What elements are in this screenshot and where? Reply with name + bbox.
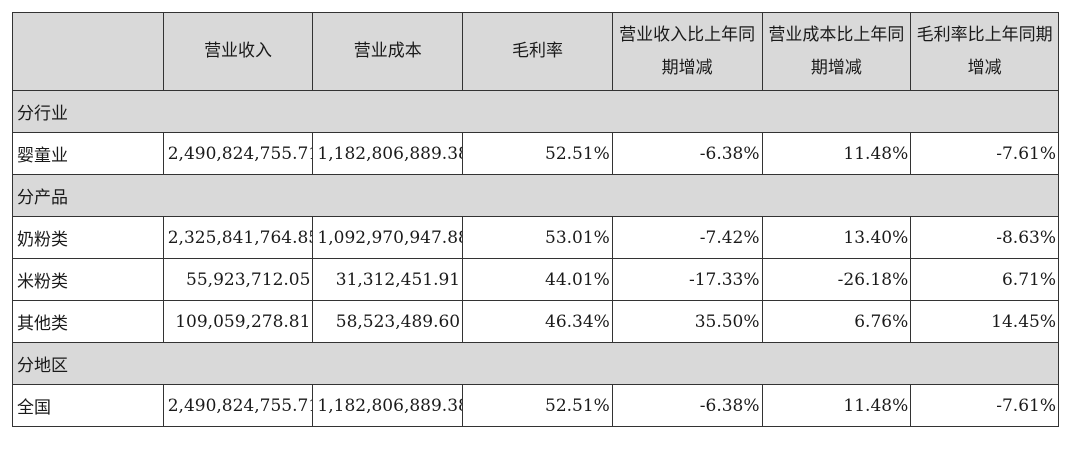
- header-revenue: 营业收入: [162, 12, 314, 91]
- cell-margin-yoy: -7.61%: [910, 132, 1059, 175]
- table-row: 米粉类 55,923,712.05 31,312,451.91 44.01% -…: [12, 258, 1059, 301]
- cell-revenue-yoy: -6.38%: [611, 132, 763, 175]
- cell-cost-yoy: 13.40%: [761, 216, 912, 259]
- cell-revenue: 2,490,824,755.71: [162, 384, 314, 427]
- header-row: 营业收入 营业成本 毛利率 营业收入比上年同期增减 营业成本比上年同期增减 毛利…: [12, 12, 1059, 91]
- cell-gross-margin: 44.01%: [462, 258, 613, 301]
- cell-revenue-yoy: 35.50%: [611, 300, 763, 343]
- cell-margin-yoy: -8.63%: [910, 216, 1059, 259]
- cell-revenue: 2,325,841,764.85: [162, 216, 314, 259]
- cell-cost-yoy: 11.48%: [761, 384, 912, 427]
- row-label: 全国: [12, 384, 164, 427]
- cell-revenue: 2,490,824,755.71: [162, 132, 314, 175]
- cell-cost-yoy: 6.76%: [761, 300, 912, 343]
- cell-gross-margin: 52.51%: [462, 132, 613, 175]
- table-row: 全国 2,490,824,755.71 1,182,806,889.38 52.…: [12, 384, 1059, 427]
- cell-margin-yoy: 6.71%: [910, 258, 1059, 301]
- header-revenue-yoy: 营业收入比上年同期增减: [611, 12, 763, 91]
- cell-cost: 1,182,806,889.38: [312, 132, 464, 175]
- header-cost-yoy: 营业成本比上年同期增减: [761, 12, 912, 91]
- cell-revenue-yoy: -7.42%: [611, 216, 763, 259]
- section-row-region: 分地区: [12, 342, 1059, 385]
- cell-gross-margin: 52.51%: [462, 384, 613, 427]
- cell-revenue-yoy: -17.33%: [611, 258, 763, 301]
- header-corner-cell: [12, 12, 164, 91]
- header-gross-margin: 毛利率: [462, 12, 613, 91]
- header-margin-yoy: 毛利率比上年同期增减: [910, 12, 1059, 91]
- row-label: 米粉类: [12, 258, 164, 301]
- cell-revenue: 109,059,278.81: [162, 300, 314, 343]
- table-row: 奶粉类 2,325,841,764.85 1,092,970,947.88 53…: [12, 216, 1059, 259]
- section-title: 分产品: [12, 174, 1059, 217]
- cell-cost: 31,312,451.91: [312, 258, 464, 301]
- section-row-industry: 分行业: [12, 90, 1059, 133]
- revenue-table: 营业收入 营业成本 毛利率 营业收入比上年同期增减 营业成本比上年同期增减 毛利…: [12, 12, 1059, 427]
- cell-cost: 1,182,806,889.38: [312, 384, 464, 427]
- row-label: 奶粉类: [12, 216, 164, 259]
- cell-revenue: 55,923,712.05: [162, 258, 314, 301]
- table-container: 营业收入 营业成本 毛利率 营业收入比上年同期增减 营业成本比上年同期增减 毛利…: [12, 12, 1059, 427]
- header-cost: 营业成本: [312, 12, 464, 91]
- cell-cost-yoy: 11.48%: [761, 132, 912, 175]
- section-title: 分行业: [12, 90, 1059, 133]
- cell-margin-yoy: 14.45%: [910, 300, 1059, 343]
- cell-cost: 1,092,970,947.88: [312, 216, 464, 259]
- section-title: 分地区: [12, 342, 1059, 385]
- cell-revenue-yoy: -6.38%: [611, 384, 763, 427]
- row-label: 婴童业: [12, 132, 164, 175]
- cell-gross-margin: 46.34%: [462, 300, 613, 343]
- table-row: 其他类 109,059,278.81 58,523,489.60 46.34% …: [12, 300, 1059, 343]
- cell-cost-yoy: -26.18%: [761, 258, 912, 301]
- cell-cost: 58,523,489.60: [312, 300, 464, 343]
- row-label: 其他类: [12, 300, 164, 343]
- cell-margin-yoy: -7.61%: [910, 384, 1059, 427]
- table-row: 婴童业 2,490,824,755.71 1,182,806,889.38 52…: [12, 132, 1059, 175]
- cell-gross-margin: 53.01%: [462, 216, 613, 259]
- section-row-product: 分产品: [12, 174, 1059, 217]
